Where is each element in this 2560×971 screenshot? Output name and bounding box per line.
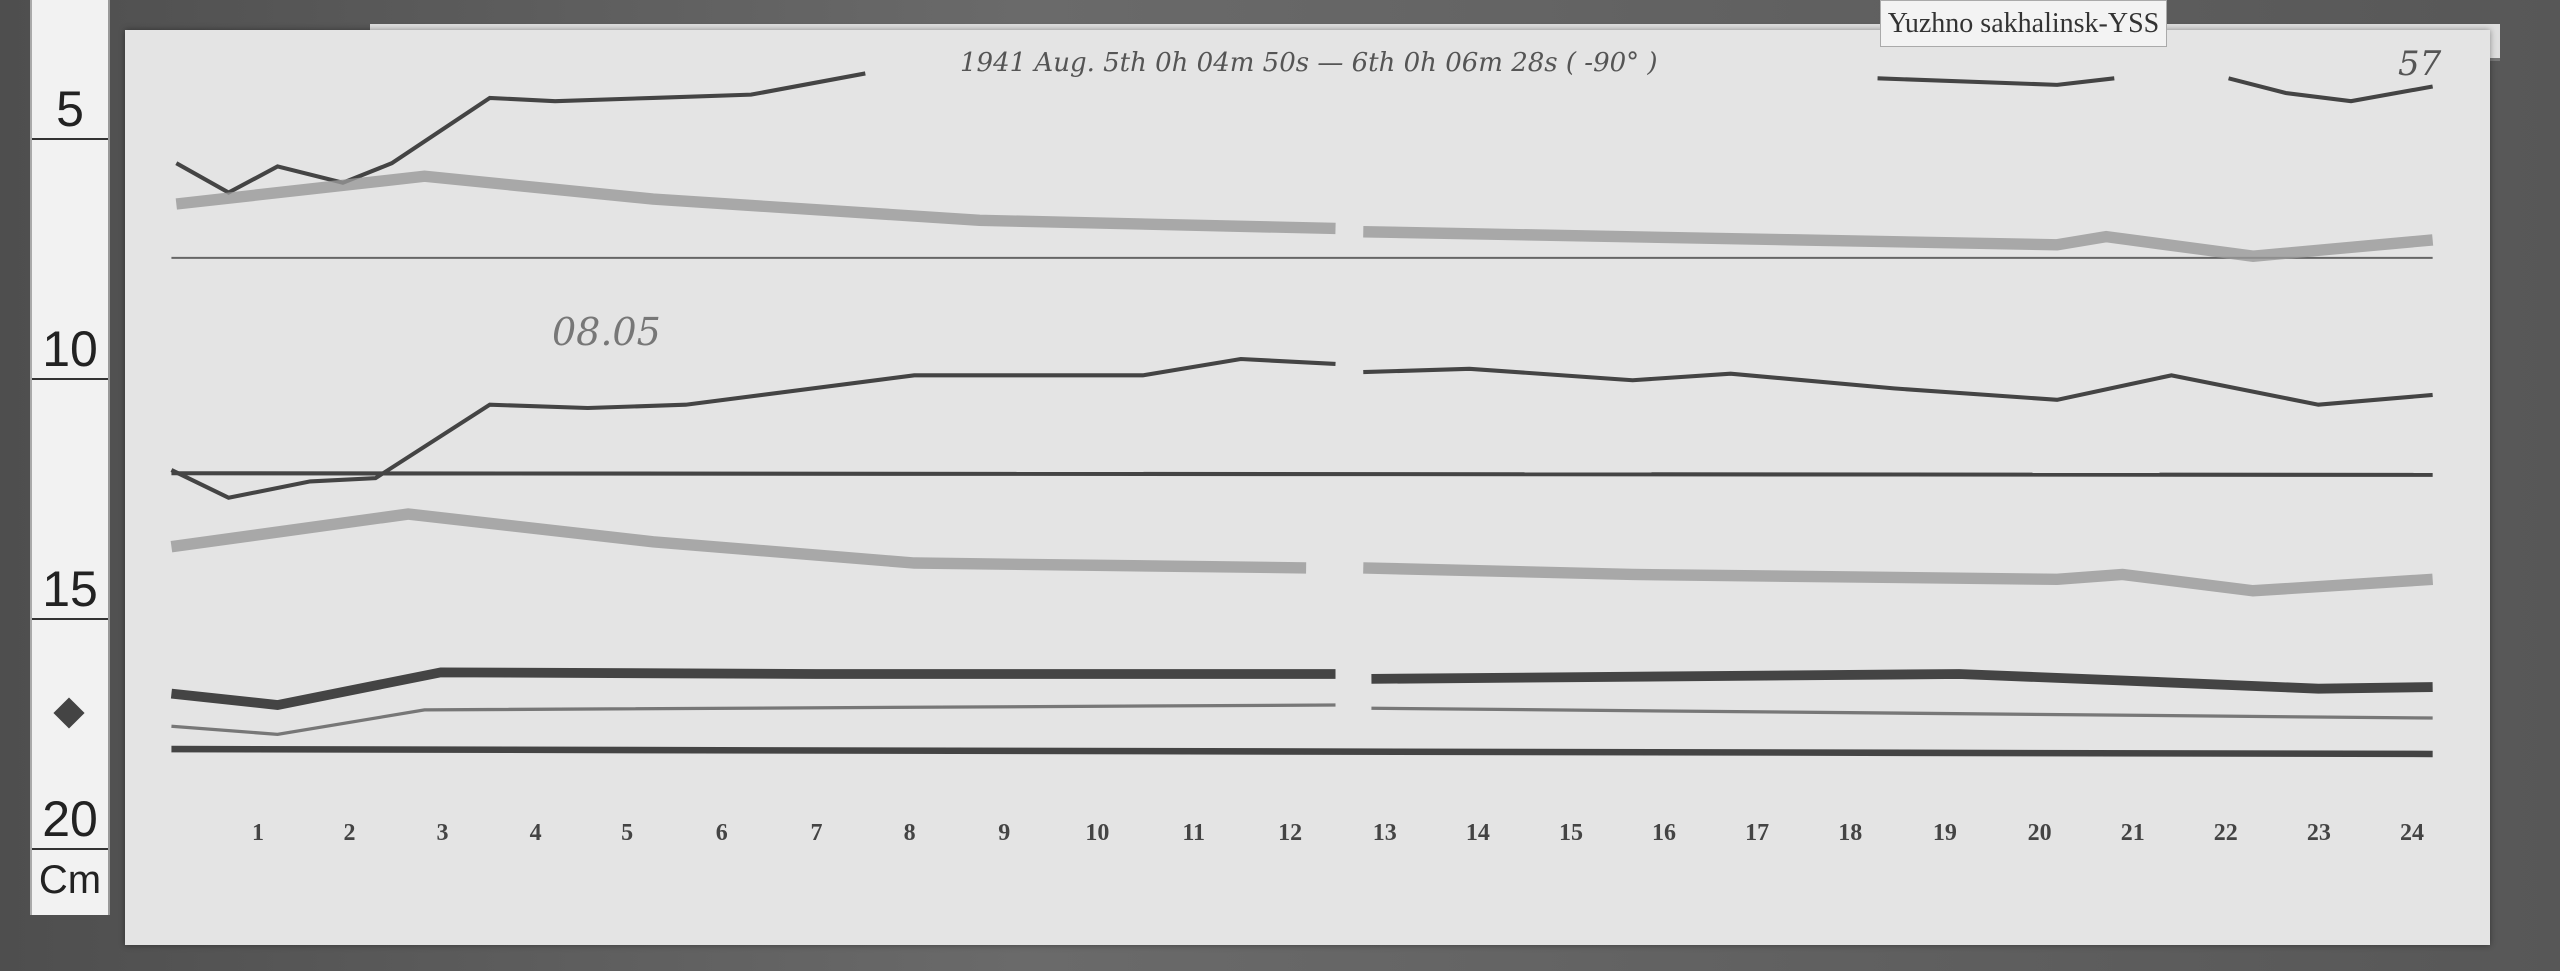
hour-label: 11 (1182, 820, 1206, 846)
trace-f (171, 703, 1336, 737)
hour-label: 14 (1465, 820, 1490, 846)
ruler-unit: Cm (38, 858, 102, 902)
hour-label: 13 (1372, 820, 1397, 846)
trace-f-right (1371, 706, 2433, 720)
date-note: 08.05 (552, 310, 661, 354)
hour-label: 4 (529, 820, 542, 846)
hour-label: 16 (1652, 820, 1677, 846)
hour-label: 5 (621, 820, 634, 846)
trace-a-far-right (2228, 76, 2434, 104)
ruler-mark-10: 10 (32, 320, 108, 380)
trace-e-right (1371, 669, 2433, 694)
trace-e (170, 667, 1336, 710)
trace-c-right (1363, 366, 2433, 407)
hour-label: 2 (343, 820, 356, 846)
hour-label: 10 (1085, 820, 1110, 846)
hour-label: 8 (903, 820, 916, 846)
trace-d (170, 508, 1307, 574)
ruler-mark-20: 20 (32, 790, 108, 850)
trace-a (175, 71, 866, 195)
hour-label: 6 (715, 820, 728, 846)
hour-label: 23 (2306, 820, 2331, 846)
hour-label: 24 (2399, 820, 2424, 846)
hour-label: 17 (1745, 820, 1770, 846)
hour-label: 18 (1838, 820, 1863, 846)
baseline-middle (171, 471, 2433, 477)
hour-label: 20 (2027, 820, 2052, 846)
trace-c (170, 356, 1336, 500)
cm-ruler: 5 10 15 20 Cm (30, 0, 110, 915)
station-label: Yuzhno sakhalinsk-YSS (1880, 0, 2167, 47)
baseline-bottom (171, 745, 2433, 758)
hour-label: 7 (810, 820, 823, 846)
hour-label: 9 (998, 820, 1011, 846)
ruler-mark-15: 15 (32, 560, 108, 620)
header-note: 1941 Aug. 5th 0h 04m 50s — 6th 0h 06m 28… (960, 48, 1658, 78)
hour-label: 15 (1558, 820, 1583, 846)
hour-label: 12 (1278, 820, 1303, 846)
hour-label: 21 (2120, 820, 2145, 846)
trace-a-right (1877, 76, 2115, 87)
ruler-mark-5: 5 (32, 80, 108, 140)
sheet-number: 57 (2398, 44, 2442, 84)
hour-label: 19 (1932, 820, 1957, 846)
trace-b (175, 170, 1336, 235)
hour-label: 3 (436, 820, 449, 846)
hour-label: 22 (2213, 820, 2238, 846)
trace-d-right (1363, 562, 2434, 597)
trace-b-right (1363, 226, 2434, 262)
hour-label: 1 (252, 820, 264, 846)
